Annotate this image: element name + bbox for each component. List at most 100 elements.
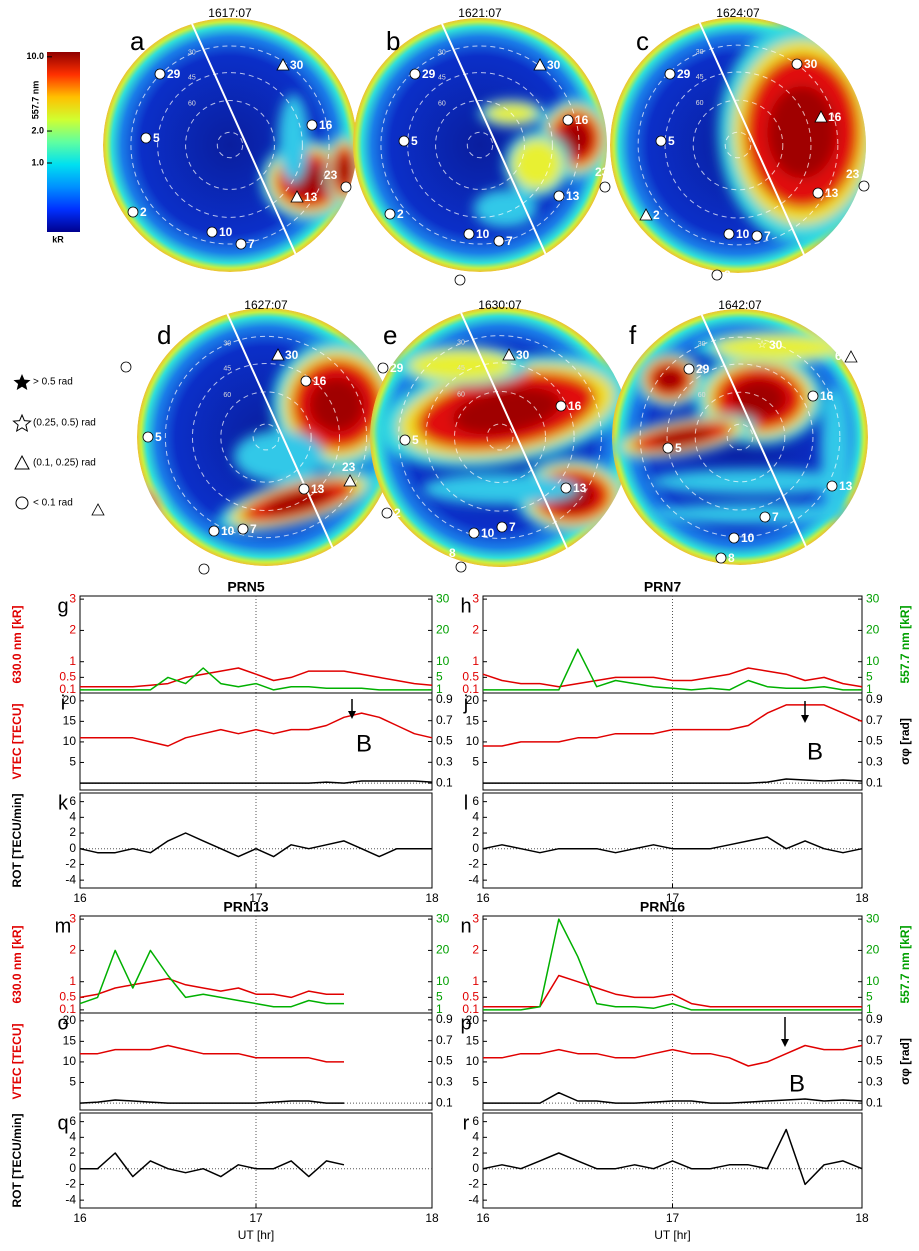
elevation-ring (164, 335, 368, 539)
satellite-circle (409, 68, 421, 80)
legend-label: < 0.1 rad (33, 498, 73, 509)
satellite-circle (562, 114, 574, 126)
x-tick-label: 17 (249, 1211, 263, 1225)
y2-tick-label: 0.1 (866, 1095, 883, 1109)
y2-tick-label: 0.1 (866, 775, 883, 789)
series-line (483, 918, 862, 1011)
panel-title: PRN7 (644, 579, 682, 595)
satellite-label: 8 (467, 273, 474, 287)
colorbar (47, 52, 80, 232)
satellite-circle (235, 238, 247, 250)
elevation-label: 30 (698, 341, 706, 348)
elevation-ring (486, 423, 514, 451)
legend-triangle (14, 454, 30, 470)
y2-tick-label: 0.7 (436, 1033, 453, 1047)
y2-tick-label: 10 (866, 974, 880, 988)
series-line (483, 1044, 863, 1067)
satellite-label: 7 (772, 510, 779, 524)
satellite-circle (662, 442, 674, 454)
legend-label: (0.1, 0.25) rad (33, 458, 96, 469)
x-tick-label: 17 (666, 891, 680, 905)
y2-tick-label: 5 (436, 990, 443, 1004)
satellite-label: 16 (820, 389, 834, 403)
y-tick-label: 2 (472, 623, 479, 637)
satellite-circle (759, 511, 771, 523)
panel-letter: j (463, 692, 468, 714)
series-line (80, 780, 433, 784)
annotation: B (789, 1070, 805, 1097)
panel-title: PRN5 (227, 579, 265, 595)
y-tick-label: 20 (466, 693, 480, 707)
y2-tick-label: 0.9 (436, 692, 453, 706)
y2-tick-label: 30 (866, 911, 880, 925)
satellite-circle (300, 375, 312, 387)
series-line (482, 667, 863, 688)
satellite-circle (599, 181, 611, 193)
series-line (483, 778, 863, 784)
colorbar-unit: kR (52, 234, 64, 244)
y2-tick-label: 1 (436, 682, 443, 696)
satellite-label: 30 (769, 338, 783, 352)
satellite-circle (206, 226, 218, 238)
panel-letter: q (57, 1112, 68, 1134)
elevation-ring (130, 45, 330, 245)
satellite-label: 5 (412, 433, 419, 447)
y-tick-label: 4 (69, 1130, 76, 1144)
satellite-circle (826, 480, 838, 492)
y2-tick-label: 0.3 (866, 754, 883, 768)
legend-star-open (12, 413, 32, 433)
panel-letter: o (57, 1012, 68, 1034)
x-tick-label: 17 (666, 1211, 680, 1225)
satellite-label: 29 (696, 362, 710, 376)
x-tick-label: 16 (73, 891, 87, 905)
satellite-circle (455, 561, 467, 573)
satellite-triangle (91, 503, 105, 516)
meridian-line (457, 307, 577, 567)
y-axis-label: ROT [TECU/min] (10, 794, 24, 888)
panel-letter: a (130, 26, 145, 56)
satellite-label: 5 (411, 134, 418, 148)
y2-tick-label: 0.5 (866, 734, 883, 748)
y2-tick-label: 20 (866, 943, 880, 957)
series-line (80, 712, 433, 747)
series-line (79, 949, 344, 1008)
y2-tick-label: 0.3 (436, 754, 453, 768)
panel-letter: c (636, 26, 649, 56)
elevation-label: 30 (438, 50, 446, 57)
legend-circle (15, 496, 29, 510)
satellite-label: 16 (575, 113, 589, 127)
satellite-label: 23 (324, 168, 338, 182)
elevation-label: 60 (438, 101, 446, 108)
allsky-image (610, 17, 866, 273)
y-tick-label: -2 (468, 857, 479, 871)
y-tick-label: 0.5 (462, 670, 479, 684)
aurora (718, 20, 866, 244)
aurora-patch (264, 488, 332, 515)
elevation-ring (694, 391, 786, 483)
satellite-triangle (502, 348, 516, 361)
satellite-circle (398, 135, 410, 147)
elevation-ring (692, 99, 784, 191)
elevation-label: 45 (223, 365, 231, 372)
y-tick-label: -4 (468, 1192, 479, 1206)
annotation-arrowhead (348, 711, 356, 719)
series-line (483, 704, 863, 747)
elevation-label: 45 (696, 74, 704, 81)
satellite-label: 2 (394, 506, 401, 520)
y-tick-label: 2 (69, 825, 76, 839)
satellite-label: 29 (390, 361, 404, 375)
satellite-circle (306, 119, 318, 131)
satellite-circle (120, 361, 132, 373)
y-tick-label: 10 (466, 734, 480, 748)
satellite-circle (198, 563, 210, 575)
satellite-label: 7 (248, 237, 255, 251)
legend-star-filled (13, 374, 31, 390)
satellite-circle (858, 180, 870, 192)
y-tick-label: 2 (69, 943, 76, 957)
annotation: B (356, 730, 372, 757)
satellite-label: 13 (566, 189, 580, 203)
series-line (482, 1128, 863, 1186)
aurora-patch (409, 349, 513, 382)
elevation-label: 60 (698, 392, 706, 399)
